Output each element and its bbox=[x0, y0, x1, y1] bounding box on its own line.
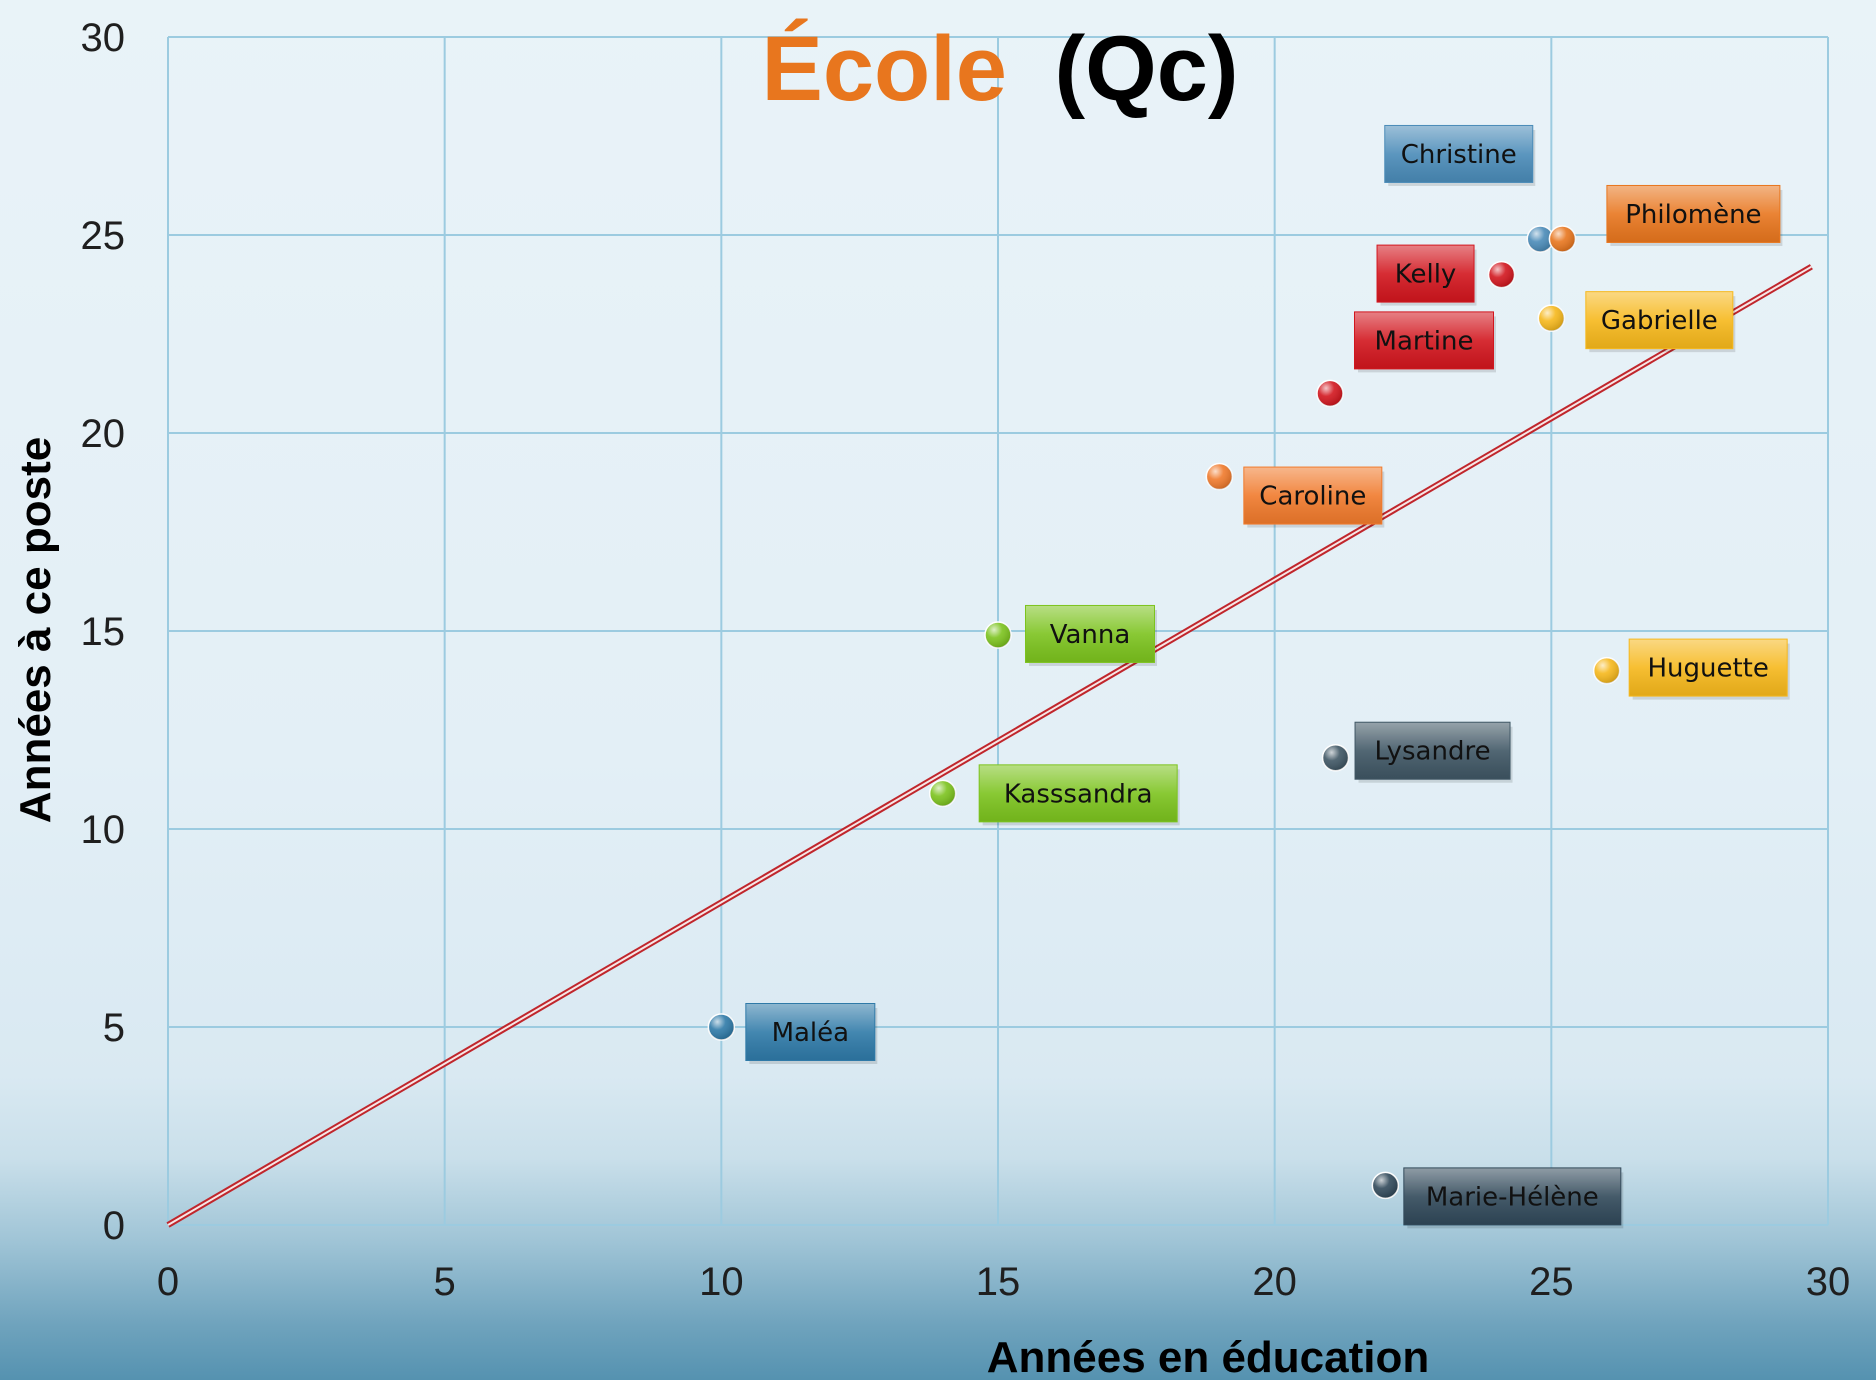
x-tick-label: 0 bbox=[157, 1260, 179, 1304]
point-label: Martine bbox=[1375, 326, 1474, 356]
point-label: Maléa bbox=[772, 1018, 850, 1048]
data-point-shine bbox=[1593, 657, 1620, 684]
point-label: Vanna bbox=[1050, 620, 1131, 650]
data-point-shine bbox=[708, 1014, 735, 1040]
data-point-shine bbox=[1372, 1172, 1399, 1199]
point-label-gloss bbox=[1244, 467, 1382, 524]
trendline bbox=[166, 264, 1813, 1228]
x-tick-label: 5 bbox=[434, 1260, 456, 1304]
point-label: Philomène bbox=[1625, 200, 1761, 230]
x-tick-label: 30 bbox=[1806, 1260, 1851, 1304]
point-label-gloss bbox=[1586, 292, 1733, 349]
y-tick-label: 15 bbox=[81, 610, 126, 654]
data-point-shine bbox=[1538, 305, 1565, 332]
point-label: Gabrielle bbox=[1601, 306, 1718, 336]
y-tick-label: 25 bbox=[81, 214, 126, 258]
trendline-inner bbox=[167, 265, 1812, 1226]
point-label-gloss bbox=[1355, 722, 1510, 779]
data-point-shine bbox=[1317, 380, 1343, 407]
x-tick-label: 20 bbox=[1252, 1260, 1297, 1304]
chart-title-part1: École bbox=[761, 17, 1006, 120]
y-axis-ticks: 0 5 10 15 20 25 30 bbox=[81, 16, 126, 1248]
data-point-shine bbox=[1549, 225, 1576, 252]
data-point-shine bbox=[929, 780, 956, 807]
point-label: Caroline bbox=[1259, 482, 1366, 512]
data-point-shine bbox=[985, 621, 1011, 648]
data-point-shine bbox=[1322, 744, 1349, 771]
point-label: Kelly bbox=[1395, 260, 1457, 290]
point-label-gloss bbox=[1377, 245, 1474, 302]
y-tick-label: 0 bbox=[103, 1204, 125, 1248]
point-label: Lysandre bbox=[1375, 737, 1491, 767]
y-axis-title: Années à ce poste bbox=[11, 437, 60, 823]
y-tick-label: 10 bbox=[81, 808, 126, 852]
data-point-shine bbox=[1488, 261, 1515, 288]
x-tick-label: 10 bbox=[699, 1260, 744, 1304]
data-point-shine bbox=[1527, 225, 1554, 252]
x-tick-label: 25 bbox=[1529, 1260, 1574, 1304]
point-label: Marie-Hélène bbox=[1426, 1182, 1599, 1212]
chart-title-part2: (Qc) bbox=[1055, 18, 1239, 120]
point-label-gloss bbox=[1404, 1168, 1621, 1225]
x-tick-label: 15 bbox=[976, 1260, 1021, 1304]
point-label-gloss bbox=[746, 1004, 875, 1060]
data-points: Christine Philomène Kelly Gabrielle Martine C… bbox=[707, 124, 1790, 1229]
point-label-gloss bbox=[1607, 185, 1780, 242]
point-label-gloss bbox=[1385, 125, 1533, 182]
point-label: Christine bbox=[1401, 140, 1517, 170]
x-axis-title: Années en éducation bbox=[987, 1333, 1430, 1380]
chart-title: École (Qc) bbox=[761, 17, 1238, 120]
point-label-gloss bbox=[1355, 312, 1493, 369]
point-label-gloss bbox=[1026, 605, 1154, 662]
point-label-gloss bbox=[1629, 639, 1787, 696]
data-point-shine bbox=[1206, 463, 1233, 490]
x-axis-ticks: 0 5 10 15 20 25 30 bbox=[157, 1260, 1850, 1304]
y-tick-label: 30 bbox=[81, 16, 126, 60]
point-label: Huguette bbox=[1647, 654, 1768, 684]
y-tick-label: 5 bbox=[103, 1006, 125, 1050]
point-label: Kasssandra bbox=[1004, 779, 1153, 809]
y-tick-label: 20 bbox=[81, 412, 126, 456]
point-label-gloss bbox=[979, 765, 1177, 822]
